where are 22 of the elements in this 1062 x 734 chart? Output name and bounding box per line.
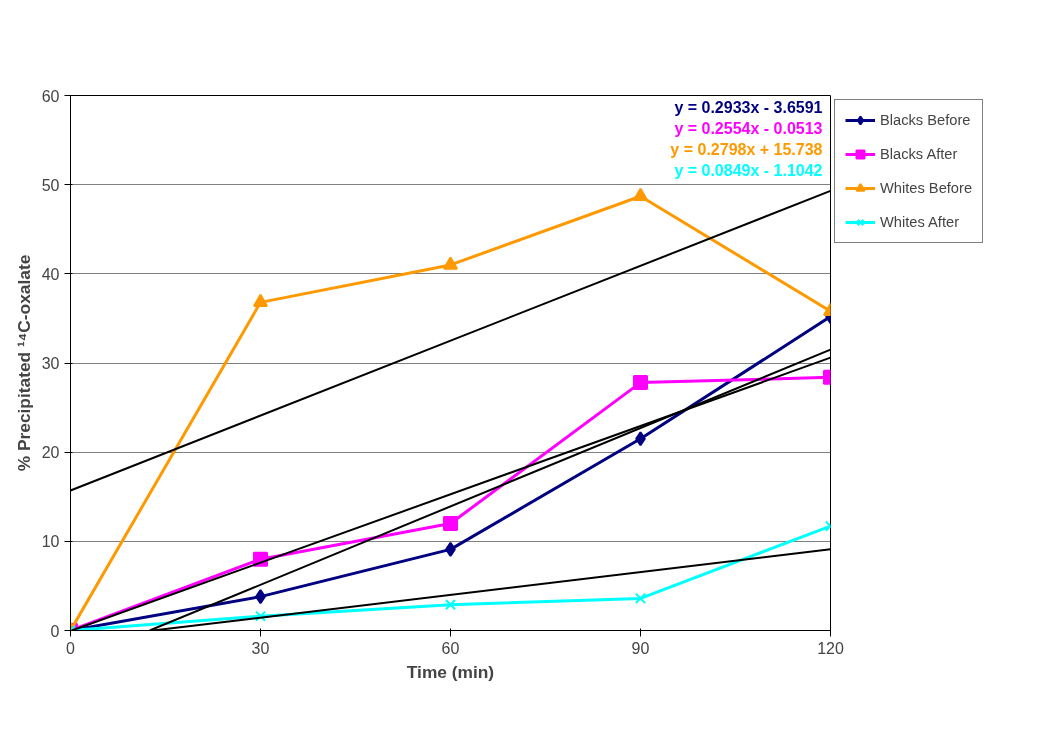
x-tick-label: 90 [631,639,650,657]
legend-label: Whites After [880,214,960,230]
annotation: y = 0.2798x + 15.738 [670,140,823,158]
y-tick-label: 0 [50,622,60,640]
legend-label: Whites Before [880,180,973,196]
x-tick-label: 120 [817,639,844,657]
x-tick-label: 0 [66,639,76,657]
y-tick-label: 20 [41,444,60,462]
legend-label: Blacks After [880,146,958,162]
annotation: y = 0.0849x - 1.1042 [674,161,823,179]
x-tick-label: 30 [251,639,270,657]
y-axis-title: % Precipitated ¹⁴C-oxalate [13,254,34,472]
y-tick-label: 30 [41,355,60,372]
legend-label: Blacks Before [880,112,971,128]
x-tick-label: 60 [441,639,460,657]
y-tick-label: 50 [41,176,60,194]
annotation: y = 0.2554x - 0.0513 [674,119,823,137]
x-axis-title: Time (min) [406,661,495,682]
y-tick-label: 40 [41,265,60,283]
annotation: y = 0.2933x - 3.6591 [674,98,823,116]
y-tick-label: 60 [41,87,60,105]
y-tick-label: 10 [41,533,60,551]
